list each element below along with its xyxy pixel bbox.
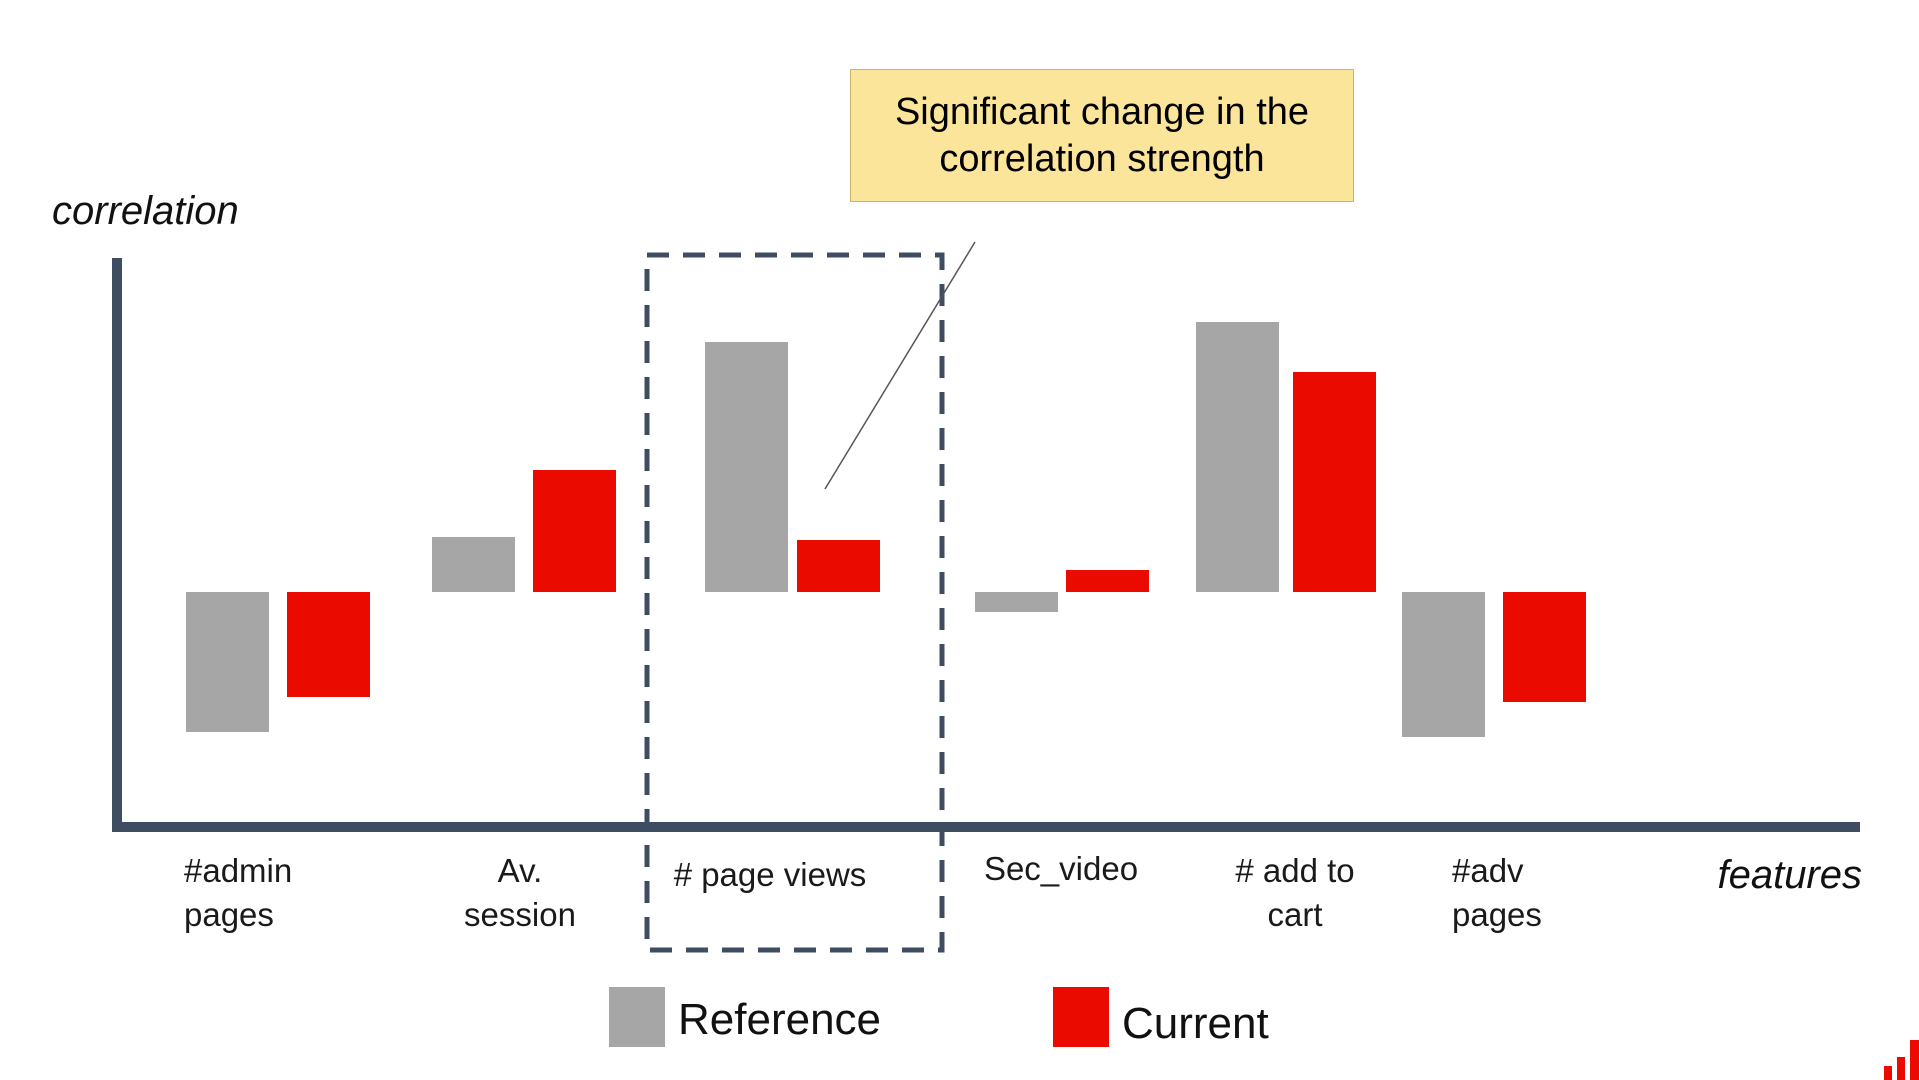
x-tick-label-5: #adv pages: [1452, 852, 1542, 933]
bar-current-4: [1293, 372, 1376, 592]
bar-current-2: [797, 540, 880, 592]
bars-layer: [186, 322, 1586, 737]
x-tick-label-1: Av. session: [464, 852, 576, 933]
bar-reference-2: [705, 342, 788, 592]
bar-current-3: [1066, 570, 1149, 592]
bar-reference-0: [186, 592, 269, 732]
annotation-leader-line: [824, 241, 976, 490]
bar-reference-1: [432, 537, 515, 592]
bar-current-1: [533, 470, 616, 592]
bar-current-0: [287, 592, 370, 697]
bar-reference-4: [1196, 322, 1279, 592]
x-tick-labels: #admin pages Av. session # page views Sec_vid…: [184, 850, 1542, 933]
y-axis-label: correlation: [52, 189, 239, 233]
legend-label-current: Current: [1122, 999, 1269, 1048]
legend-swatch-current: [1053, 987, 1109, 1047]
annotation-callout: Significant change in the correlation st…: [850, 69, 1354, 202]
x-tick-label-3: Sec_video: [984, 850, 1138, 887]
bar-reference-5: [1402, 592, 1485, 737]
legend: Reference Current: [609, 987, 1269, 1048]
bar-current-5: [1503, 592, 1586, 702]
x-tick-label-4: # add to cart: [1235, 852, 1354, 933]
x-tick-label-0: #admin pages: [184, 852, 292, 933]
annotation-text: Significant change in the correlation st…: [894, 90, 1310, 180]
bar-reference-3: [975, 592, 1058, 612]
highlight-box: [644, 252, 945, 953]
legend-swatch-reference: [609, 987, 665, 1047]
x-axis-label: features: [1717, 853, 1862, 897]
legend-label-reference: Reference: [678, 995, 881, 1044]
x-tick-label-2: # page views: [674, 856, 867, 893]
bar-chart-logo-icon: [1884, 1040, 1919, 1080]
